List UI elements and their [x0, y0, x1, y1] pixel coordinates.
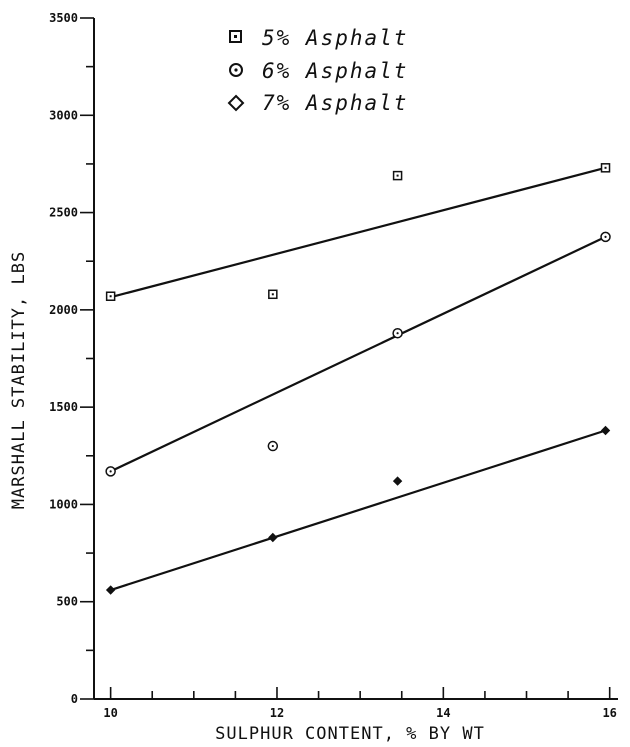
y-tick-label: 1000 — [49, 497, 78, 511]
fit-lines — [110, 166, 606, 592]
y-tick-label: 3500 — [49, 11, 78, 25]
y-tick-label: 2000 — [49, 303, 78, 317]
x-tick-label: 12 — [270, 706, 284, 720]
data-points — [105, 163, 611, 595]
legend-label-5pct: 5% Asphalt — [262, 26, 408, 50]
diamond-point — [600, 425, 611, 436]
square-point-dot — [109, 295, 112, 298]
circle-point-dot — [396, 332, 399, 335]
y-tick-label: 3000 — [49, 108, 78, 122]
grid-and-axes — [80, 17, 618, 700]
square-point-dot — [604, 166, 607, 169]
legend-item-6pct: 6% Asphalt — [229, 59, 408, 83]
fit-line-series-1 — [110, 235, 606, 473]
legend-label-7pct: 7% Asphalt — [262, 91, 408, 115]
diamond-point — [392, 476, 403, 486]
diamond-point — [105, 585, 116, 595]
legend-label-6pct: 6% Asphalt — [262, 59, 408, 83]
x-tick-label: 10 — [103, 706, 117, 720]
tick-labels: 0 500 1000 1500 2000 2500 3000 3500 10 12 14 16 — [49, 11, 617, 720]
circle-point-dot — [604, 235, 607, 238]
legend-circle-marker-dot — [234, 68, 238, 72]
fit-line-series-2 — [110, 429, 606, 592]
x-axis-title: SULPHUR CONTENT, % BY WT — [215, 724, 485, 744]
square-point-dot — [271, 293, 274, 296]
x-tick-label: 14 — [436, 706, 450, 720]
circle-point-dot — [271, 444, 274, 448]
y-tick-label: 0 — [71, 692, 78, 706]
y-tick-label: 2500 — [49, 206, 78, 220]
y-tick-label: 500 — [56, 595, 78, 609]
x-tick-label: 16 — [602, 706, 616, 720]
y-axis-title: MARSHALL STABILITY, LBS — [9, 251, 29, 509]
legend-circle-marker-icon — [229, 63, 243, 77]
square-point-dot — [396, 174, 399, 177]
diamond-point — [268, 532, 278, 543]
legend-item-5pct: 5% Asphalt — [229, 26, 408, 50]
y-tick-label: 1500 — [49, 400, 78, 414]
legend-diamond-marker-icon — [227, 94, 245, 112]
legend-square-marker-dot — [234, 35, 237, 38]
fit-line-series-0 — [110, 166, 606, 299]
legend: 5% Asphalt 6% Asphalt 7% Asphalt — [227, 26, 408, 115]
legend-item-7pct: 7% Asphalt — [227, 91, 408, 115]
legend-square-marker-icon — [229, 30, 242, 43]
circle-point-dot — [109, 470, 112, 473]
